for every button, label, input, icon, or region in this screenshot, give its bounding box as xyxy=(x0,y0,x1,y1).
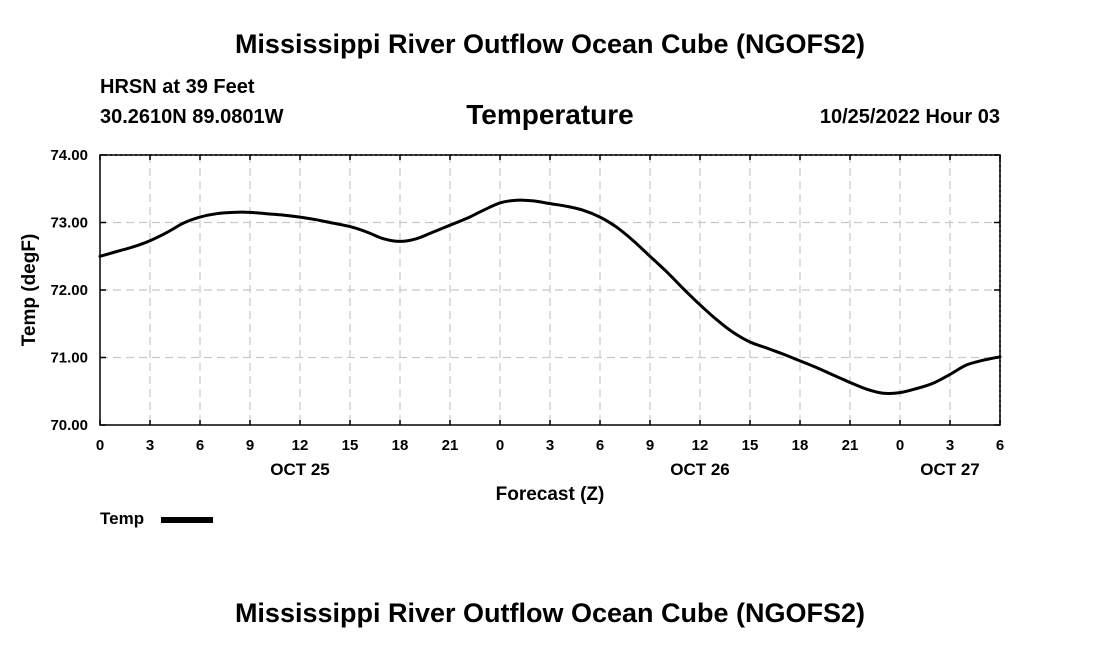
station-coordinates: 30.2610N 89.0801W xyxy=(100,106,284,128)
x-axis-title: Forecast (Z) xyxy=(496,484,605,505)
grid-layer xyxy=(100,155,1000,425)
x-tick-label: 6 xyxy=(996,437,1004,454)
x-tick-label: 21 xyxy=(842,437,859,454)
x-tick-label: 18 xyxy=(392,437,409,454)
x-tick-label: 9 xyxy=(646,437,654,454)
label-layer: 0 3 6 9 12 15 18 21 0 3 6 9 12 15 18 21 0 3 6 70.00 71.00 72.… xyxy=(50,147,1004,479)
forecast-datestamp: 10/25/2022 Hour 03 xyxy=(819,106,1000,128)
x-tick-label: 3 xyxy=(546,437,554,454)
chart-subtitle: Temperature xyxy=(466,99,634,130)
y-tick-label: 71.00 xyxy=(50,350,88,367)
x-tick-label: 3 xyxy=(146,437,154,454)
station-label: HRSN at 39 Feet xyxy=(100,76,255,98)
y-axis-title: Temp (degF) xyxy=(19,234,40,347)
x-tick-label: 0 xyxy=(96,437,104,454)
x-tick-label: 0 xyxy=(896,437,904,454)
y-tick-label: 72.00 xyxy=(50,282,88,299)
x-tick-label: 12 xyxy=(292,437,309,454)
x-tick-label: 6 xyxy=(196,437,204,454)
chart-main-title: Mississippi River Outflow Ocean Cube (NG… xyxy=(234,29,866,59)
x-tick-label: 0 xyxy=(496,437,504,454)
x-tick-label: 15 xyxy=(342,437,359,454)
x-tick-label: 15 xyxy=(742,437,759,454)
date-label: OCT 25 xyxy=(270,460,330,479)
x-tick-label: 18 xyxy=(792,437,809,454)
footer-title: Mississippi River Outflow Ocean Cube (NG… xyxy=(234,598,866,628)
series-line-temp xyxy=(98,198,1002,396)
x-tick-label: 3 xyxy=(946,437,954,454)
y-tick-label: 73.00 xyxy=(50,215,88,232)
date-label: OCT 27 xyxy=(920,460,980,479)
series-layer xyxy=(98,198,1002,396)
legend-label-temp: Temp xyxy=(100,509,145,528)
x-tick-label: 6 xyxy=(596,437,604,454)
date-label: OCT 26 xyxy=(670,460,730,479)
x-tick-label: 12 xyxy=(692,437,709,454)
y-tick-label: 74.00 xyxy=(50,147,88,164)
y-tick-label: 70.00 xyxy=(50,417,88,434)
x-tick-label: 21 xyxy=(442,437,459,454)
legend-swatch-temp xyxy=(161,517,213,523)
x-tick-label: 9 xyxy=(246,437,254,454)
tick-layer xyxy=(99,154,1001,426)
